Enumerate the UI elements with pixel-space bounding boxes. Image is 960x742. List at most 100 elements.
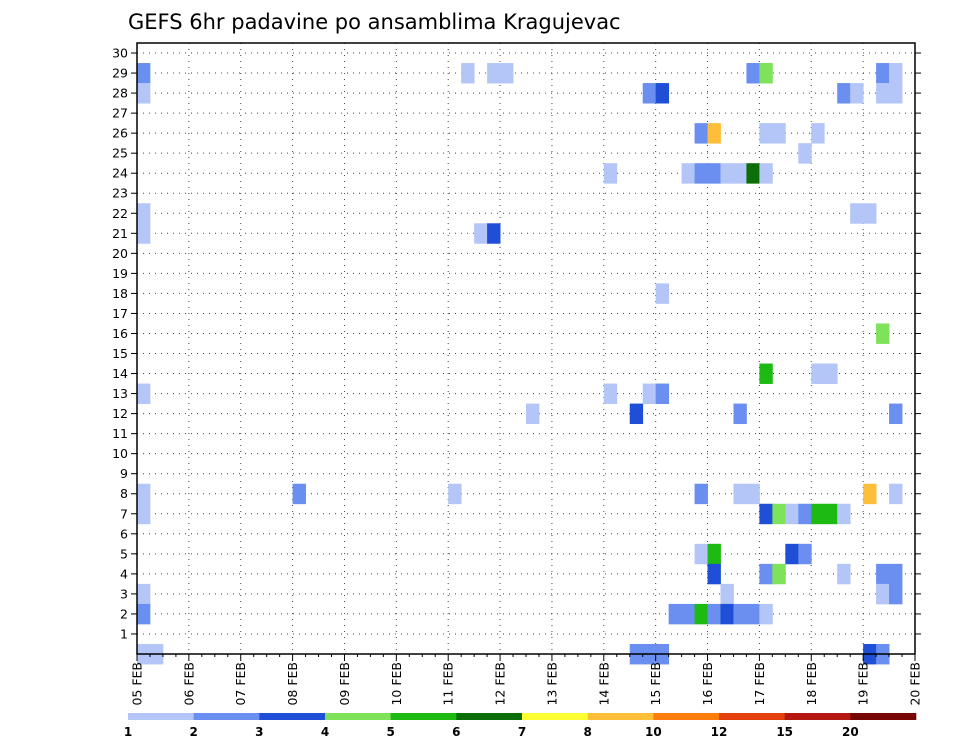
colorbar-swatch <box>193 713 260 720</box>
heatmap-cell <box>137 83 151 104</box>
heatmap-cell <box>137 63 151 84</box>
colorbar-label: 10 <box>645 725 662 739</box>
heatmap-cell <box>746 163 760 184</box>
colorbar-swatch <box>719 713 785 720</box>
colorbar-label: 8 <box>583 725 591 739</box>
heatmap-cell <box>733 403 747 425</box>
heatmap-cell <box>850 83 864 104</box>
heatmap-cell <box>707 603 721 625</box>
y-tick-label: 24 <box>112 166 128 181</box>
heatmap-cell <box>681 163 695 184</box>
heatmap-cell <box>889 83 903 104</box>
colorbar-label: 15 <box>776 725 793 739</box>
colorbar-label: 20 <box>842 725 859 739</box>
heatmap-cell <box>137 583 151 605</box>
heatmap-cell <box>759 603 773 625</box>
heatmap-cell <box>603 383 618 404</box>
heatmap-cell <box>474 223 488 244</box>
heatmap-cell <box>526 403 540 425</box>
x-tick-label: 10 FEB <box>389 662 404 706</box>
heatmap-cell <box>759 503 773 525</box>
colorbar-swatch <box>456 713 523 720</box>
heatmap-cell <box>876 323 890 344</box>
heatmap-cell <box>137 223 151 244</box>
colorbar-label: 6 <box>452 725 460 739</box>
colorbar-swatch <box>390 713 457 720</box>
y-tick-label: 8 <box>120 486 128 501</box>
y-tick-label: 7 <box>120 506 128 521</box>
colorbar-label: 1 <box>124 725 132 739</box>
x-tick-label: 08 FEB <box>285 662 300 706</box>
y-tick-label: 12 <box>112 406 128 421</box>
heatmap-cell <box>811 123 825 144</box>
heatmap-cell <box>694 543 708 565</box>
heatmap-cell <box>642 83 657 104</box>
y-tick-label: 11 <box>112 426 128 441</box>
heatmap-cell <box>863 483 877 505</box>
y-tick-label: 25 <box>112 146 128 161</box>
heatmap-cell <box>655 383 670 404</box>
heatmap-cell <box>720 163 734 184</box>
heatmap-cell <box>448 483 462 505</box>
colorbar-swatch <box>587 713 654 720</box>
heatmap-cell <box>798 503 812 525</box>
x-tick-label: 05 FEB <box>130 662 145 706</box>
x-tick-label: 06 FEB <box>181 662 196 706</box>
heatmap-cell <box>876 583 890 605</box>
colorbar-swatch <box>259 713 326 720</box>
x-tick-label: 14 FEB <box>596 662 611 706</box>
x-tick-label: 15 FEB <box>648 662 663 706</box>
heatmap-cell <box>137 503 151 525</box>
heatmap-cell <box>889 563 903 585</box>
heatmap-cell <box>772 123 786 144</box>
colorbar-label: 4 <box>321 725 329 739</box>
heatmap-cell <box>785 503 799 525</box>
y-tick-label: 3 <box>120 586 128 601</box>
heatmap-cell <box>876 83 890 104</box>
heatmap-cell <box>500 63 514 84</box>
colorbar-swatch <box>653 713 720 720</box>
heatmap-cell <box>824 503 838 525</box>
heatmap-cell <box>694 123 708 144</box>
colorbar-swatch <box>850 713 917 720</box>
y-tick-label: 19 <box>112 266 128 281</box>
x-tick-label: 13 FEB <box>544 662 559 706</box>
heatmap-cell <box>772 563 786 585</box>
heatmap-cell <box>707 543 721 565</box>
y-axis: 1234567891011121314151617181920212223242… <box>112 46 921 641</box>
heatmap-cell <box>668 603 682 625</box>
colorbar-label: 7 <box>518 725 526 739</box>
heatmap-cell <box>603 163 618 184</box>
heatmap-cell <box>837 503 851 525</box>
heatmap-cell <box>137 483 151 505</box>
heatmap-cell <box>681 603 695 625</box>
heatmap-cell <box>798 143 812 164</box>
heatmap-cell <box>137 603 151 625</box>
heatmap-cell <box>785 543 799 565</box>
colorbar-swatch <box>325 713 391 720</box>
y-tick-label: 1 <box>120 626 128 641</box>
heatmap-cell <box>137 383 151 404</box>
heatmap-cell <box>759 363 773 384</box>
x-tick-label: 19 FEB <box>856 662 871 706</box>
y-tick-label: 6 <box>120 526 128 541</box>
heatmap-cell <box>629 403 644 425</box>
heatmap-cell <box>759 563 773 585</box>
colorbar-swatch <box>522 713 588 720</box>
heatmap-cell <box>889 63 903 84</box>
y-tick-label: 17 <box>112 306 128 321</box>
data-cells <box>137 63 903 665</box>
x-tick-label: 07 FEB <box>233 662 248 706</box>
y-tick-label: 21 <box>112 226 128 241</box>
x-tick-label: 12 FEB <box>493 662 508 706</box>
heatmap-cell <box>720 603 734 625</box>
y-tick-label: 16 <box>112 326 128 341</box>
heatmap-cell <box>837 563 851 585</box>
heatmap-cell <box>292 483 306 505</box>
heatmap-cell <box>824 363 838 384</box>
y-tick-label: 23 <box>112 186 128 201</box>
chart-title: GEFS 6hr padavine po ansamblima Kragujev… <box>128 10 621 34</box>
y-tick-label: 28 <box>112 86 128 101</box>
heatmap-cell <box>772 503 786 525</box>
